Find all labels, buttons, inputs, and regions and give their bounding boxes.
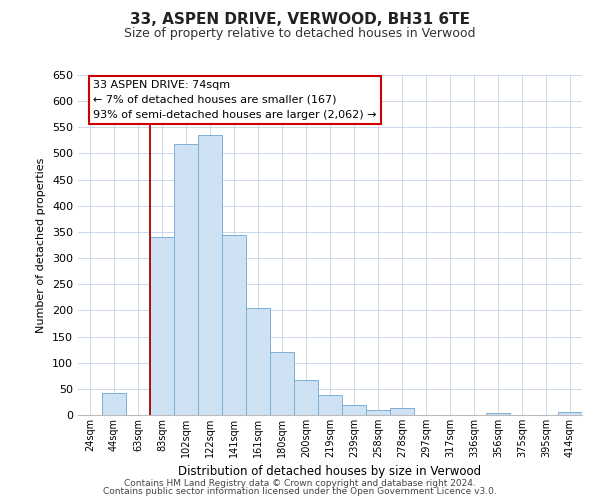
Bar [318, 395, 342, 415]
Bar [174, 144, 198, 415]
X-axis label: Distribution of detached houses by size in Verwood: Distribution of detached houses by size … [178, 466, 482, 478]
Bar [294, 380, 318, 415]
Text: Size of property relative to detached houses in Verwood: Size of property relative to detached ho… [124, 28, 476, 40]
Text: Contains HM Land Registry data © Crown copyright and database right 2024.: Contains HM Land Registry data © Crown c… [124, 478, 476, 488]
Text: Contains public sector information licensed under the Open Government Licence v3: Contains public sector information licen… [103, 487, 497, 496]
Bar [246, 308, 270, 415]
Bar [270, 352, 294, 415]
Bar [486, 414, 510, 415]
Bar [342, 404, 366, 415]
Bar [222, 234, 246, 415]
Y-axis label: Number of detached properties: Number of detached properties [37, 158, 46, 332]
Bar [390, 408, 414, 415]
Bar [150, 237, 174, 415]
Bar [558, 412, 582, 415]
Bar [198, 135, 222, 415]
Bar [366, 410, 390, 415]
Text: 33 ASPEN DRIVE: 74sqm
← 7% of detached houses are smaller (167)
93% of semi-deta: 33 ASPEN DRIVE: 74sqm ← 7% of detached h… [93, 80, 377, 120]
Text: 33, ASPEN DRIVE, VERWOOD, BH31 6TE: 33, ASPEN DRIVE, VERWOOD, BH31 6TE [130, 12, 470, 28]
Bar [102, 393, 126, 415]
